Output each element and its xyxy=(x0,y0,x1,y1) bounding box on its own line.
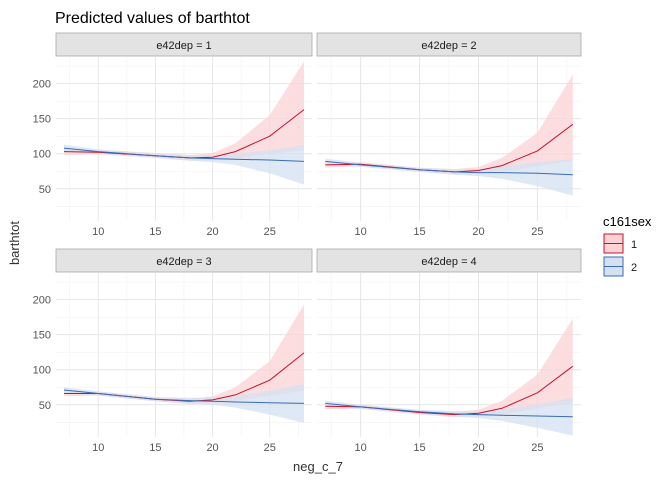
x-tick-label: 10 xyxy=(354,226,366,238)
facet-strip xyxy=(55,248,313,273)
confidence-band-series-2 xyxy=(64,383,304,423)
facet-strip-label: e42dep = 2 xyxy=(421,40,476,52)
y-tick-label: 200 xyxy=(33,79,51,91)
facet-strip xyxy=(316,32,582,57)
legend-label: 2 xyxy=(631,262,637,274)
y-tick-label: 100 xyxy=(33,149,51,161)
legend-title: c161sex xyxy=(603,214,652,229)
series-line-2 xyxy=(63,389,305,404)
x-tick-label: 20 xyxy=(206,226,218,238)
x-tick-label: 20 xyxy=(206,442,218,454)
facet-strip-label: e42dep = 4 xyxy=(421,256,476,268)
facet-panel: e42dep = 2 10 15 20 25 xyxy=(316,32,582,238)
series-line-2 xyxy=(325,160,573,176)
x-tick-label: 15 xyxy=(149,442,161,454)
y-tick-label: 50 xyxy=(39,400,51,412)
x-tick-label: 25 xyxy=(531,442,543,454)
series-line-2 xyxy=(63,147,305,162)
facet-panel: e42dep = 3 50 100 150 200 10 15 20 25 xyxy=(33,248,313,454)
y-tick-label: 150 xyxy=(33,114,51,126)
x-tick-label: 15 xyxy=(413,226,425,238)
facet-panel: e42dep = 4 10 15 20 25 xyxy=(316,248,582,454)
y-tick-label: 200 xyxy=(33,295,51,307)
legend-item-2: 2 xyxy=(603,256,637,277)
confidence-band-series-2 xyxy=(64,144,304,185)
x-tick-label: 25 xyxy=(531,226,543,238)
chart-title: Predicted values of barthtot xyxy=(55,10,250,27)
confidence-band-series-2 xyxy=(325,158,573,196)
y-tick-label: 100 xyxy=(33,365,51,377)
x-tick-label: 10 xyxy=(92,226,104,238)
y-tick-label: 50 xyxy=(39,184,51,196)
facet-panels: e42dep = 1 50 100 150 200 10 15 20 25 e42dep = 2 1… xyxy=(33,32,582,454)
legend-label: 1 xyxy=(631,239,637,251)
x-axis-label: neg_c_7 xyxy=(293,459,343,474)
series-line-1 xyxy=(63,109,305,159)
series-line-2 xyxy=(325,402,573,418)
x-tick-label: 25 xyxy=(264,226,276,238)
x-tick-label: 25 xyxy=(264,442,276,454)
facet-strip-label: e42dep = 1 xyxy=(156,40,211,52)
facet-panel: e42dep = 1 50 100 150 200 10 15 20 25 xyxy=(33,32,313,238)
x-tick-label: 15 xyxy=(149,226,161,238)
x-tick-label: 20 xyxy=(472,442,484,454)
series-line-1 xyxy=(325,123,574,173)
facet-strip xyxy=(316,248,582,273)
confidence-band-series-2 xyxy=(325,397,573,436)
legend: c161sex 1 2 xyxy=(603,214,652,277)
legend-item-1: 1 xyxy=(603,233,637,254)
y-tick-label: 150 xyxy=(33,330,51,342)
y-axis-label: barthtot xyxy=(7,221,22,265)
x-tick-label: 20 xyxy=(472,226,484,238)
x-tick-label: 10 xyxy=(92,442,104,454)
facet-strip-label: e42dep = 3 xyxy=(156,256,211,268)
facet-strip xyxy=(55,32,313,57)
x-tick-label: 10 xyxy=(354,442,366,454)
x-tick-label: 15 xyxy=(413,442,425,454)
